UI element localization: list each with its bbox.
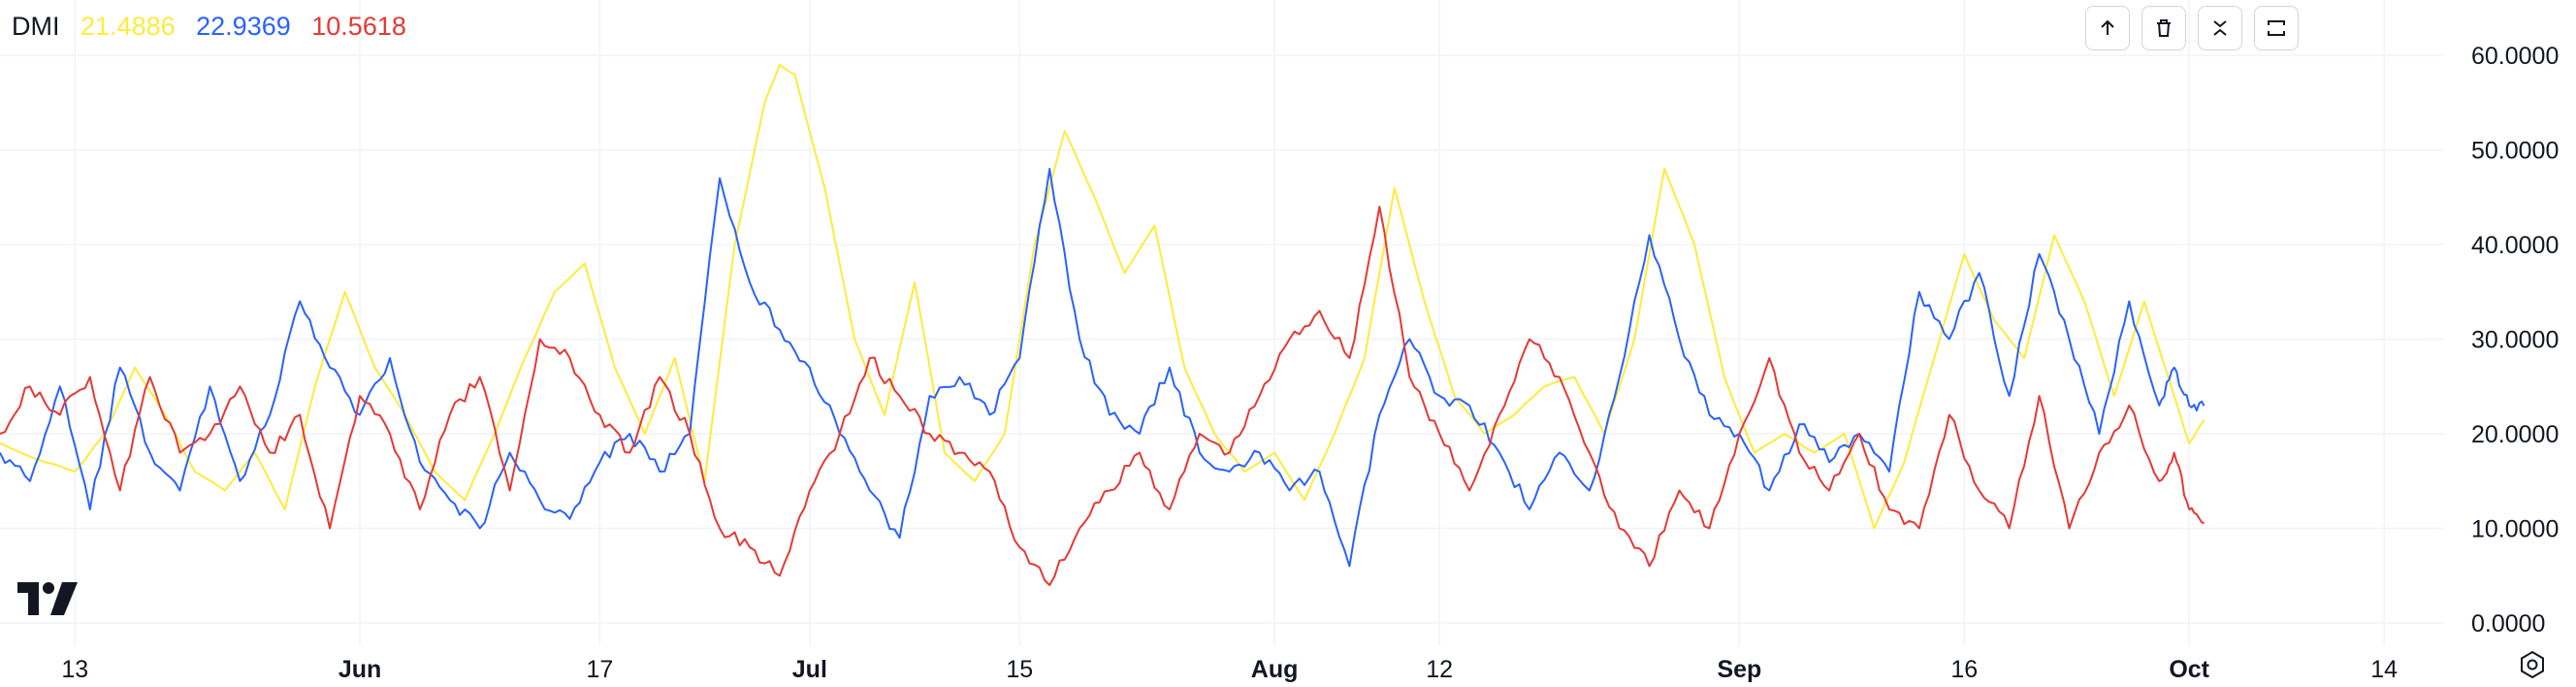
indicator-toolbar: [2085, 6, 2299, 50]
x-tick-label: 15: [1006, 656, 1033, 683]
series-line-di-minus[interactable]: [0, 206, 2205, 586]
y-tick-label: 0.0000: [2471, 610, 2545, 638]
remove-button[interactable]: [2141, 6, 2186, 50]
y-tick-label: 40.0000: [2471, 232, 2559, 259]
y-tick-label: 20.0000: [2471, 421, 2559, 448]
y-tick-label: 30.0000: [2471, 327, 2559, 354]
x-tick-label: 14: [2370, 656, 2398, 683]
minus-di-value: 10.5618: [311, 12, 406, 41]
settings-icon: [2521, 650, 2544, 679]
tradingview-logo[interactable]: [17, 582, 78, 620]
move-up-button[interactable]: [2085, 6, 2130, 50]
indicator-name: DMI: [12, 12, 60, 41]
maximize-icon: [2268, 20, 2285, 36]
x-tick-label: Sep: [1717, 656, 1761, 683]
grid: [0, 0, 2444, 645]
x-tick-label: Oct: [2169, 656, 2209, 683]
x-tick-label: Jun: [338, 656, 381, 683]
axis-settings-button[interactable]: [2518, 650, 2547, 684]
x-tick-label: Jul: [792, 656, 827, 683]
x-axis: 13 Jun 17 Jul 15 Aug 12 Sep 16 Oct 14: [61, 656, 2398, 683]
maximize-button[interactable]: [2254, 6, 2299, 50]
trash-icon: [2157, 19, 2171, 37]
legend: DMI 21.4886 22.9369 10.5618: [12, 12, 420, 42]
y-tick-label: 10.0000: [2471, 516, 2559, 543]
arrow-up-icon: [2101, 19, 2114, 35]
plus-di-value: 22.9369: [196, 12, 291, 41]
y-tick-label: 60.0000: [2471, 43, 2559, 70]
series-line-adx[interactable]: [0, 63, 2206, 530]
y-tick-label: 50.0000: [2471, 138, 2559, 165]
collapse-button[interactable]: [2198, 6, 2242, 50]
y-axis: 0.0000 10.0000 20.0000 30.0000 40.0000 50.000…: [2471, 43, 2559, 638]
x-tick-label: 13: [61, 656, 88, 683]
x-tick-label: 17: [586, 656, 613, 683]
adx-value: 21.4886: [80, 12, 176, 41]
x-tick-label: 16: [1950, 656, 1978, 683]
series-layer: [0, 63, 2206, 586]
series-line-di-plus[interactable]: [0, 168, 2206, 568]
collapse-icon: [2213, 20, 2227, 36]
tradingview-logo-icon: [17, 582, 78, 615]
x-tick-label: Aug: [1251, 656, 1299, 683]
x-tick-label: 12: [1426, 656, 1453, 683]
